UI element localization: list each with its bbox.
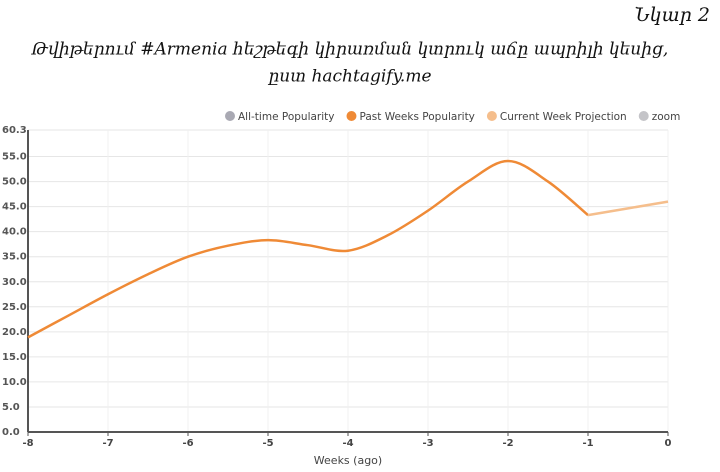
y-tick-label: 35.0 xyxy=(2,252,27,263)
y-tick-label: 45.0 xyxy=(2,202,27,213)
x-tick-label: -1 xyxy=(582,438,593,449)
legend-label: All-time Popularity xyxy=(238,111,334,123)
legend-marker xyxy=(638,111,649,121)
y-tick-label: 0.0 xyxy=(2,427,20,438)
legend-label: Past Weeks Popularity xyxy=(359,111,474,123)
y-tick-label: 10.0 xyxy=(2,377,27,388)
legend-marker xyxy=(486,111,497,121)
x-axis-label: Weeks (ago) xyxy=(314,454,382,467)
x-tick-label: 0 xyxy=(665,438,672,449)
x-tick-label: -8 xyxy=(22,438,33,449)
y-tick-label: 5.0 xyxy=(2,402,20,413)
legend-label: Current Week Projection xyxy=(500,111,627,123)
title: Թվիթերում #Armenia հեշթեգի կիրառման կտրո… xyxy=(31,40,669,60)
legend-marker xyxy=(346,111,357,121)
caption: Նկար 2 xyxy=(635,4,710,26)
y-tick-label: 15.0 xyxy=(2,352,27,363)
y-tick-label: 60.3 xyxy=(2,125,27,136)
legend-label[interactable]: zoom xyxy=(652,111,681,123)
line xyxy=(587,200,669,217)
y-tick-label: 40.0 xyxy=(2,227,27,238)
y-tick-label: 30.0 xyxy=(2,277,27,288)
y-tick-label: 50.0 xyxy=(2,177,27,188)
line xyxy=(27,159,589,339)
title: ըստ hachtagify.me xyxy=(267,67,431,87)
y-tick-label: 55.0 xyxy=(2,152,27,163)
x-tick-label: -4 xyxy=(342,438,353,449)
legend-marker xyxy=(225,111,235,121)
y-tick-label: 20.0 xyxy=(2,327,27,338)
x-tick-label: -7 xyxy=(102,438,113,449)
x-tick-label: -6 xyxy=(182,438,193,449)
x-tick-label: -3 xyxy=(422,438,433,449)
x-tick-label: -5 xyxy=(262,438,273,449)
x-tick-label: -2 xyxy=(502,438,513,449)
y-tick-label: 25.0 xyxy=(2,302,27,313)
